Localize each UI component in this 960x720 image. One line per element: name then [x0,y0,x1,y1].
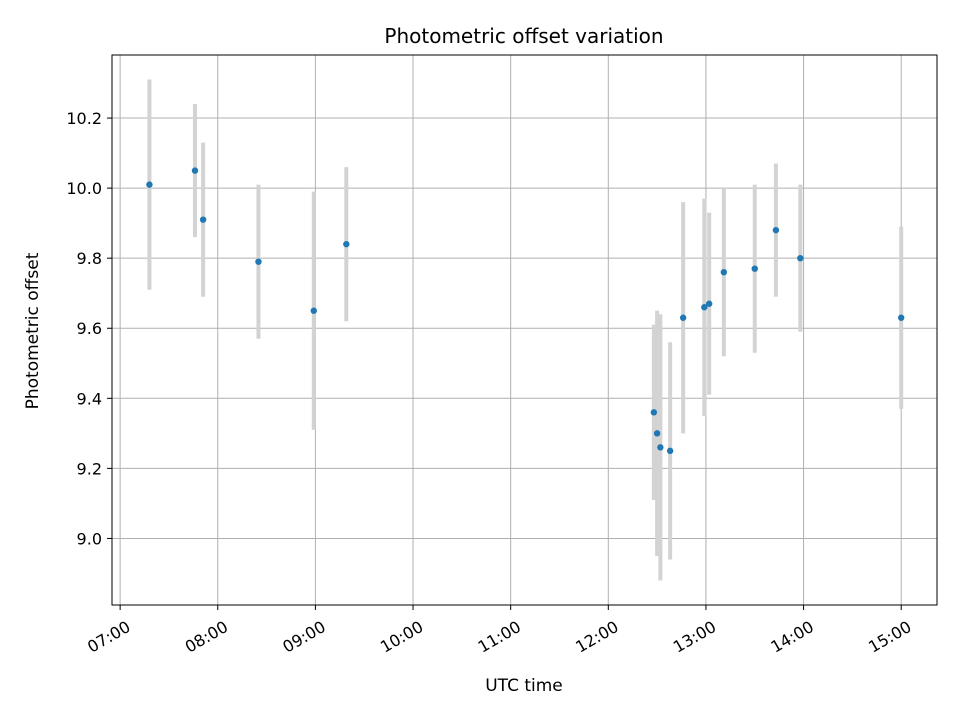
data-point [199,216,207,223]
x-tick-label: 13:00 [670,617,719,657]
data-point [343,240,350,248]
data-point [898,314,905,321]
data-point [310,307,317,314]
error-bars [147,79,904,581]
y-axis-label: Photometric offset [23,252,43,409]
data-point [679,314,687,321]
data-point [772,226,780,234]
x-tick-label: 10:00 [377,617,426,657]
data-point [701,304,708,311]
x-tick-label: 15:00 [865,617,914,657]
y-tick-label: 9.8 [77,249,102,268]
data-point [191,167,199,174]
data-point [146,181,153,188]
y-axis-ticks: 9.0 9.2 9.4 9.6 9.8 10.0 10.2 [66,109,112,548]
data-point [653,430,661,437]
data-point [650,409,658,416]
x-tick-label: 09:00 [279,617,328,657]
data-point [720,268,728,276]
y-tick-label: 9.2 [77,459,102,478]
data-point [666,447,674,455]
y-tick-label: 10.2 [66,109,102,128]
y-tick-label: 9.4 [77,389,102,408]
x-tick-label: 12:00 [572,617,621,657]
y-tick-label: 10.0 [66,179,102,198]
data-point [705,300,713,307]
data-point [797,254,804,262]
data-point [751,265,758,272]
x-tick-label: 07:00 [84,617,133,657]
grid [112,55,937,605]
data-points [146,167,905,455]
plot-frame [111,54,938,606]
x-tick-label: 08:00 [182,617,231,657]
chart-title: Photometric offset variation [384,24,663,48]
data-point [255,258,262,265]
y-tick-label: 9.0 [77,529,102,548]
y-tick-label: 9.6 [77,319,102,338]
x-axis-ticks: 07:00 08:00 09:00 10:00 11:00 12:00 13:00 14:00… [84,605,915,657]
x-tick-label: 11:00 [475,617,524,657]
x-axis-label: UTC time [485,676,563,696]
x-tick-label: 14:00 [768,617,817,657]
data-point [657,444,664,451]
